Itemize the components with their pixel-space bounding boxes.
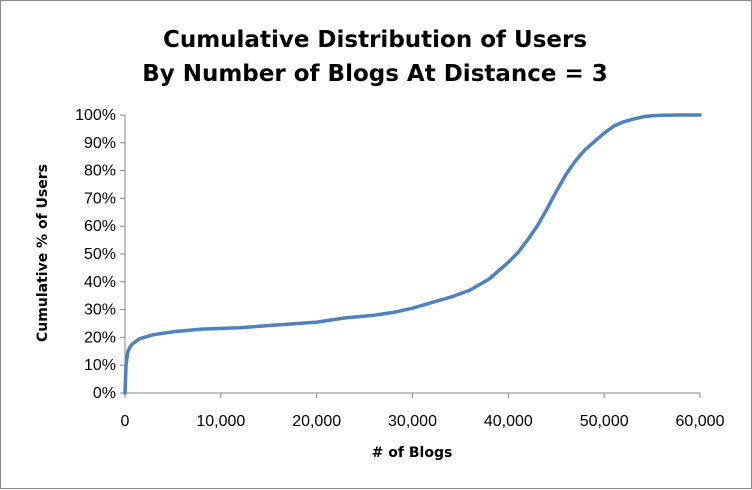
y-tick-label: 10% xyxy=(84,357,116,374)
x-tick-label: 20,000 xyxy=(292,413,341,430)
axes xyxy=(120,114,701,398)
series-group xyxy=(123,113,702,395)
x-tick-label: 10,000 xyxy=(196,413,245,430)
y-tick-label: 0% xyxy=(93,385,116,402)
series-line xyxy=(123,113,702,395)
chart-title: Cumulative Distribution of Users xyxy=(163,27,587,53)
y-tick-label: 50% xyxy=(84,246,116,263)
x-tick-label: 40,000 xyxy=(484,413,533,430)
y-tick-label: 80% xyxy=(84,163,116,180)
x-tick-label: 50,000 xyxy=(580,413,629,430)
x-tick-label: 60,000 xyxy=(676,413,725,430)
y-tick-label: 90% xyxy=(84,135,116,152)
y-tick-label: 40% xyxy=(84,274,116,291)
y-tick-label: 30% xyxy=(84,302,116,319)
tick-labels: 0% 10% 20% 30% 40% 50% 60% 70% 80% 90% 100% 0 10,000… xyxy=(75,107,724,430)
y-tick-label: 20% xyxy=(84,329,116,346)
x-axis-label: # of Blogs xyxy=(372,445,453,461)
y-tick-label: 70% xyxy=(84,190,116,207)
chart-subtitle: By Number of Blogs At Distance = 3 xyxy=(142,61,608,87)
x-tick-label: 30,000 xyxy=(388,413,437,430)
x-tick-label: 0 xyxy=(121,413,130,430)
y-tick-label: 100% xyxy=(75,107,116,124)
y-tick-label: 60% xyxy=(84,218,116,235)
y-axis-label: Cumulative % of Users xyxy=(35,164,51,342)
